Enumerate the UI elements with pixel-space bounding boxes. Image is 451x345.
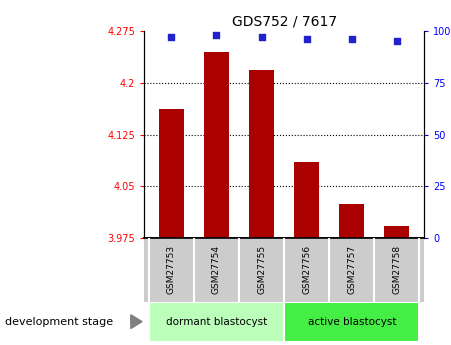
- Bar: [284, 302, 419, 342]
- Text: GSM27755: GSM27755: [257, 245, 266, 295]
- Title: GDS752 / 7617: GDS752 / 7617: [231, 14, 337, 29]
- Point: [168, 34, 175, 40]
- Bar: [340, 204, 364, 238]
- Point: [258, 34, 265, 40]
- Bar: [204, 52, 229, 238]
- Point: [393, 39, 400, 44]
- Bar: [159, 109, 184, 238]
- Point: [213, 32, 220, 38]
- Bar: [295, 162, 319, 238]
- Text: dormant blastocyst: dormant blastocyst: [166, 317, 267, 327]
- Text: GSM27757: GSM27757: [347, 245, 356, 295]
- Text: GSM27753: GSM27753: [167, 245, 176, 295]
- Text: GSM27754: GSM27754: [212, 245, 221, 294]
- Bar: [149, 302, 284, 342]
- Point: [348, 37, 355, 42]
- Point: [303, 37, 310, 42]
- Text: active blastocyst: active blastocyst: [308, 317, 396, 327]
- Bar: [384, 226, 410, 238]
- Text: GSM27756: GSM27756: [302, 245, 311, 295]
- Bar: [249, 70, 274, 238]
- Text: GSM27758: GSM27758: [392, 245, 401, 295]
- Text: development stage: development stage: [5, 317, 113, 327]
